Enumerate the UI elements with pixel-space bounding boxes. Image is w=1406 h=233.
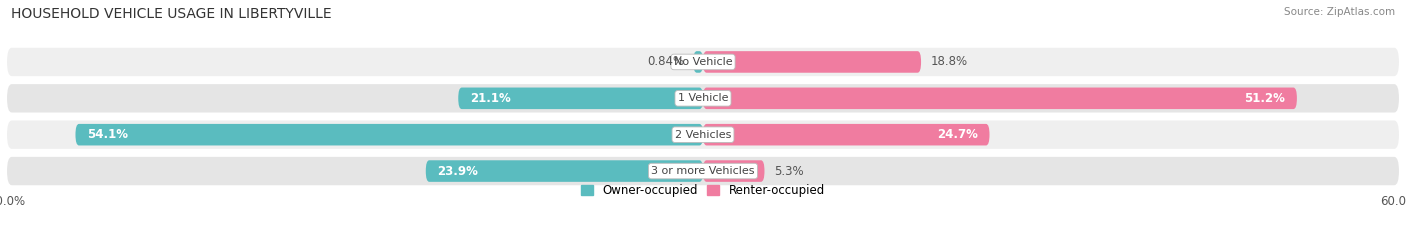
FancyBboxPatch shape — [7, 157, 1399, 185]
FancyBboxPatch shape — [7, 120, 1399, 149]
Text: 2 Vehicles: 2 Vehicles — [675, 130, 731, 140]
FancyBboxPatch shape — [703, 124, 990, 145]
Legend: Owner-occupied, Renter-occupied: Owner-occupied, Renter-occupied — [581, 184, 825, 197]
Text: 21.1%: 21.1% — [470, 92, 510, 105]
Text: 24.7%: 24.7% — [936, 128, 979, 141]
FancyBboxPatch shape — [426, 160, 703, 182]
Text: 1 Vehicle: 1 Vehicle — [678, 93, 728, 103]
FancyBboxPatch shape — [693, 51, 703, 73]
FancyBboxPatch shape — [7, 48, 1399, 76]
Text: 51.2%: 51.2% — [1244, 92, 1285, 105]
FancyBboxPatch shape — [76, 124, 703, 145]
Text: 18.8%: 18.8% — [931, 55, 967, 69]
Text: 5.3%: 5.3% — [773, 164, 803, 178]
Text: 54.1%: 54.1% — [87, 128, 128, 141]
Text: 3 or more Vehicles: 3 or more Vehicles — [651, 166, 755, 176]
Text: 23.9%: 23.9% — [437, 164, 478, 178]
FancyBboxPatch shape — [703, 51, 921, 73]
FancyBboxPatch shape — [703, 88, 1296, 109]
Text: HOUSEHOLD VEHICLE USAGE IN LIBERTYVILLE: HOUSEHOLD VEHICLE USAGE IN LIBERTYVILLE — [11, 7, 332, 21]
Text: No Vehicle: No Vehicle — [673, 57, 733, 67]
FancyBboxPatch shape — [703, 160, 765, 182]
Text: 0.84%: 0.84% — [647, 55, 683, 69]
FancyBboxPatch shape — [7, 84, 1399, 113]
FancyBboxPatch shape — [458, 88, 703, 109]
Text: Source: ZipAtlas.com: Source: ZipAtlas.com — [1284, 7, 1395, 17]
